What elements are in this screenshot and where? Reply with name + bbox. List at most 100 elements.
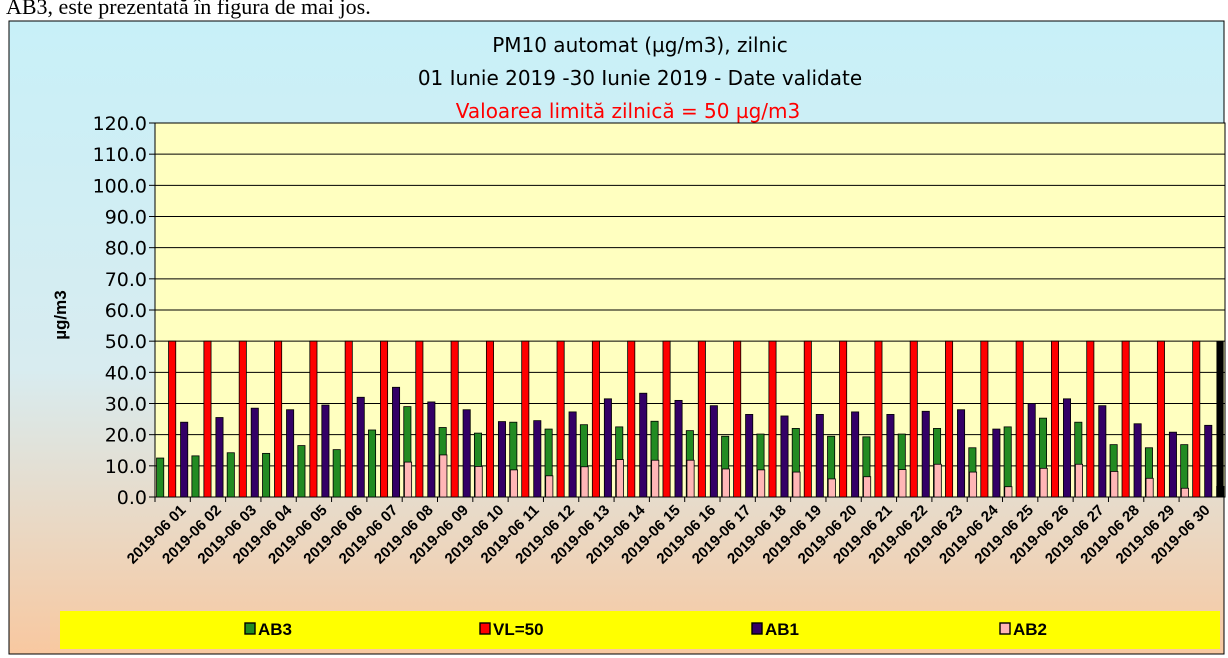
legend-swatch-vl-50	[479, 622, 491, 635]
bar-ab1	[745, 414, 754, 498]
bar-ab1	[815, 414, 824, 498]
bar-ab3	[191, 455, 200, 498]
y-tick-label: 50.0	[105, 331, 147, 353]
bar-ab2	[1110, 471, 1119, 498]
bar-ab1	[1027, 403, 1036, 498]
bars	[156, 340, 1225, 498]
legend-label-ab3: AB3	[258, 620, 292, 639]
bar-vl-50	[450, 340, 459, 498]
bar-vl-50	[274, 340, 283, 498]
bar-vl-50	[945, 340, 954, 498]
chart-title: PM10 automat (µg/m3), zilnic	[492, 33, 788, 57]
bar-vl-50	[344, 340, 353, 498]
y-tick-label: 10.0	[105, 456, 147, 478]
bar-ab2	[721, 468, 730, 498]
bar-vl-50	[238, 340, 247, 498]
legend-swatch-ab2	[999, 622, 1011, 635]
bar-vl-50	[521, 340, 530, 498]
bar-ab1	[321, 404, 330, 498]
y-tick-label: 120.0	[93, 113, 147, 135]
bar-vl-50	[1192, 340, 1201, 498]
bar-extra-reference	[1216, 341, 1224, 497]
bar-ab1	[1204, 424, 1213, 498]
bar-vl-50	[662, 340, 671, 498]
bar-vl-50	[627, 340, 636, 498]
legend-swatch-ab3	[244, 622, 256, 635]
document-caption: AB3, este prezentată în figura de mai jo…	[6, 0, 371, 19]
bar-ab1	[1133, 423, 1142, 498]
bar-ab3	[368, 429, 377, 498]
bar-ab3	[332, 449, 341, 498]
bar-ab1	[286, 409, 295, 498]
bar-vl-50	[697, 340, 706, 498]
bar-ab1	[215, 417, 224, 498]
legend-swatch-ab1	[751, 622, 763, 635]
bar-vl-50	[1051, 340, 1060, 498]
bar-vl-50	[768, 340, 777, 498]
bar-ab2	[474, 466, 483, 498]
y-tick-label: 110.0	[93, 144, 147, 166]
bar-vl-50	[556, 340, 565, 498]
bar-vl-50	[1086, 340, 1095, 498]
y-tick-label: 100.0	[93, 175, 147, 197]
bar-vl-50	[309, 340, 318, 498]
bar-vl-50	[415, 340, 424, 498]
bar-ab1	[674, 399, 683, 498]
bar-vl-50	[1121, 340, 1130, 498]
bar-ab2	[580, 466, 589, 498]
bar-ab1	[603, 398, 612, 498]
bar-ab2	[1145, 477, 1154, 498]
bar-vl-50	[168, 340, 177, 498]
bar-ab3	[226, 452, 235, 498]
bar-ab1	[180, 421, 189, 498]
bar-ab1	[639, 392, 648, 498]
bar-ab2	[545, 475, 554, 498]
y-axis-ticks: 0.0 10.0 20.0 30.0 40.0 50.0 60.0 70.0 80.0 90.0 1…	[93, 113, 155, 509]
bar-ab1	[886, 414, 895, 498]
bar-ab2	[509, 469, 518, 498]
bar-ab2	[969, 471, 978, 498]
bar-ab3	[297, 445, 306, 498]
bar-ab1	[1168, 431, 1177, 498]
bar-ab1	[533, 420, 542, 498]
bar-ab1	[957, 409, 966, 498]
bar-vl-50	[485, 340, 494, 498]
bar-ab1	[497, 421, 506, 498]
bar-ab2	[404, 461, 413, 498]
y-tick-label: 90.0	[105, 207, 147, 229]
bar-vl-50	[1015, 340, 1024, 498]
chart-subtitle: 01 Iunie 2019 -30 Iunie 2019 - Date vali…	[418, 66, 862, 90]
bar-ab2	[792, 471, 801, 498]
bar-ab1	[568, 411, 577, 498]
bar-vl-50	[874, 340, 883, 498]
bar-ab2	[651, 459, 660, 498]
legend-label-ab1: AB1	[765, 620, 799, 639]
bar-ab1	[1098, 405, 1107, 498]
y-tick-label: 80.0	[105, 238, 147, 260]
bar-ab1	[356, 396, 365, 498]
bar-ab3	[156, 457, 165, 498]
bar-ab2	[1004, 486, 1013, 498]
bar-ab3	[262, 452, 271, 498]
bar-vl-50	[909, 340, 918, 498]
bar-ab2	[1075, 463, 1084, 498]
y-tick-label: 30.0	[105, 394, 147, 416]
bar-vl-50	[380, 340, 389, 498]
bar-vl-50	[839, 340, 848, 498]
bar-ab2	[1039, 467, 1048, 498]
legend-label-ab2: AB2	[1013, 620, 1047, 639]
bar-ab2	[933, 463, 942, 498]
bar-ab2	[686, 459, 695, 498]
bar-ab1	[709, 405, 718, 498]
bar-ab1	[992, 428, 1001, 498]
bar-ab2	[827, 478, 836, 498]
bar-vl-50	[203, 340, 212, 498]
bar-ab1	[851, 411, 860, 498]
limit-annotation: Valoarea limită zilnică = 50 µg/m3	[456, 99, 800, 123]
bar-vl-50	[733, 340, 742, 498]
bar-vl-50	[591, 340, 600, 498]
bar-vl-50	[980, 340, 989, 498]
y-tick-label: 40.0	[105, 362, 147, 384]
y-tick-label: 60.0	[105, 300, 147, 322]
